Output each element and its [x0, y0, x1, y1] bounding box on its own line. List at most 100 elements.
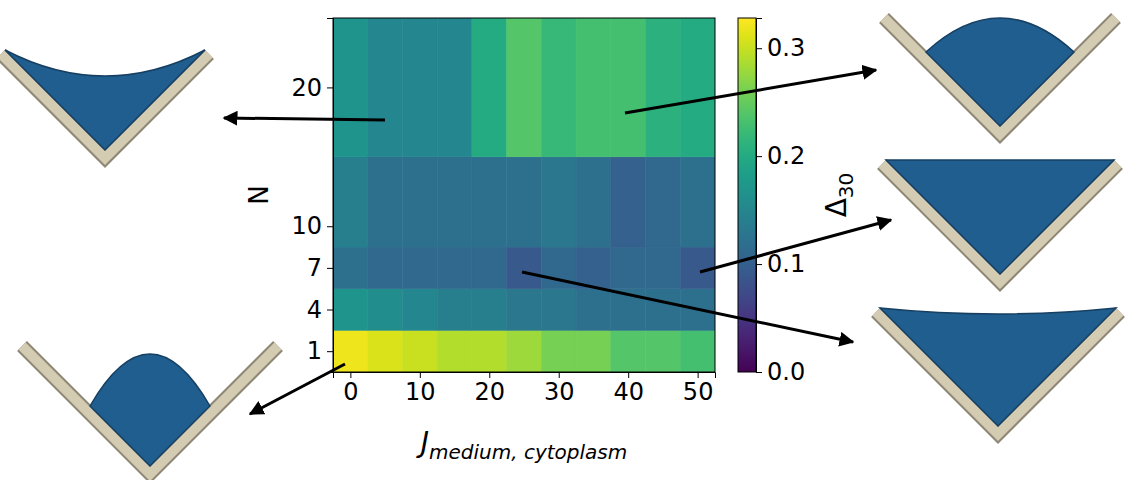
tick: 0.0: [756, 358, 805, 386]
wall: [22, 346, 278, 474]
heatmap-cell: [333, 18, 368, 157]
heatmap-cell: [576, 247, 611, 289]
heatmap-cell: [402, 289, 437, 331]
cell-shape: [926, 18, 1074, 126]
heatmap-cell: [541, 157, 576, 247]
heatmap-cell: [368, 330, 403, 372]
heatmap-cell: [402, 18, 437, 157]
tick-label: 0.3: [767, 34, 805, 62]
tick-label: 0.0: [767, 358, 805, 386]
heatmap-cell: [437, 247, 472, 289]
colorbar-title-sub: 30: [834, 173, 858, 198]
cell-illustration: [22, 346, 278, 474]
tick: 50: [683, 372, 714, 406]
tick-label: 4: [307, 296, 322, 324]
tick-label: 20: [291, 74, 322, 102]
wall: [884, 18, 1116, 134]
cell-shape: [90, 354, 210, 466]
tick-mark: [756, 48, 762, 49]
heatmap-cell: [333, 247, 368, 289]
heatmap-cell: [576, 18, 611, 157]
tick: 40: [613, 372, 644, 406]
heatmap-cell: [437, 18, 472, 157]
tick: 30: [544, 372, 575, 406]
wall-outline: [22, 346, 278, 474]
arrow: [700, 220, 891, 272]
heatmap-cell: [472, 247, 507, 289]
heatmap-cell: [333, 289, 368, 331]
x-axis-title-sub: medium, cytoplasm: [429, 440, 627, 464]
arrows: [224, 70, 891, 414]
heatmap-cell: [437, 330, 472, 372]
axis-line: [757, 19, 763, 373]
cell-illustration: [1, 50, 209, 158]
tick-label: 7: [307, 254, 322, 282]
tick: 1: [307, 337, 333, 365]
tick-mark: [756, 264, 762, 265]
heatmap-cell: [472, 330, 507, 372]
chart: 0 10 20 30 40 50 1 4 7 10 20 Jmedium, cytoplasm N 0.0…: [0, 0, 1130, 480]
heatmap-cell: [646, 247, 681, 289]
tick: 7: [307, 254, 333, 282]
arrow: [625, 70, 876, 113]
heatmap-cell: [333, 157, 368, 247]
heatmap-cell: [368, 289, 403, 331]
cell-illustration: [882, 160, 1118, 282]
y-axis-title: N: [244, 185, 274, 204]
heatmap-cell: [472, 289, 507, 331]
tick-label: 0.2: [767, 142, 805, 170]
heatmap-cell: [680, 330, 715, 372]
heatmap-cell: [333, 330, 368, 372]
heatmap-cells: [333, 18, 715, 372]
tick-label: 40: [613, 378, 644, 406]
tick-mark: [756, 156, 762, 157]
heatmap-cell: [611, 157, 646, 247]
heatmap-cell: [507, 157, 542, 247]
heatmap-cell: [646, 18, 681, 157]
heatmap-cell: [368, 247, 403, 289]
arrow: [522, 272, 853, 342]
heatmap-cell: [437, 289, 472, 331]
heatmap-cell: [680, 157, 715, 247]
heatmap-cell: [402, 330, 437, 372]
tick-label: 0.1: [767, 250, 805, 278]
tick-mark: [327, 351, 333, 352]
tick-mark: [327, 268, 333, 269]
heatmap-cell: [541, 330, 576, 372]
heatmap-cell: [646, 330, 681, 372]
tick-label: 20: [474, 378, 505, 406]
tick-label: 30: [544, 378, 575, 406]
tick: 4: [307, 296, 333, 324]
tick: 10: [405, 372, 436, 406]
heatmap-cell: [576, 289, 611, 331]
heatmap-cell: [576, 330, 611, 372]
heatmap-cell: [611, 247, 646, 289]
heatmap-cell: [472, 157, 507, 247]
plot-frame: [333, 18, 715, 372]
x-axis-title-main: J: [416, 426, 429, 459]
tick-mark: [327, 87, 333, 88]
heatmap-cell: [646, 157, 681, 247]
x-axis: 0 10 20 30 40 50: [334, 372, 716, 406]
heatmap-cell: [472, 18, 507, 157]
cell-illustration: [876, 308, 1120, 434]
heatmap-cell: [368, 18, 403, 157]
arrow: [250, 364, 345, 414]
tick-label: 50: [683, 378, 714, 406]
heatmap-cell: [541, 289, 576, 331]
colorbar-title: Δ30: [820, 173, 858, 218]
heatmap-cell: [402, 247, 437, 289]
tick: 0.3: [756, 34, 805, 62]
tick: 0: [343, 372, 358, 406]
heatmap-cell: [541, 18, 576, 157]
heatmap-cell: [507, 330, 542, 372]
tick-mark: [756, 372, 762, 373]
tick-mark: [327, 310, 333, 311]
tick: 10: [291, 212, 333, 240]
tick-label: 1: [307, 337, 322, 365]
colorbar-title-main: Δ: [820, 198, 853, 217]
heatmap-cell: [646, 289, 681, 331]
axis-line: [327, 19, 334, 373]
wall-outline: [884, 18, 1116, 134]
heatmap-cell: [611, 330, 646, 372]
